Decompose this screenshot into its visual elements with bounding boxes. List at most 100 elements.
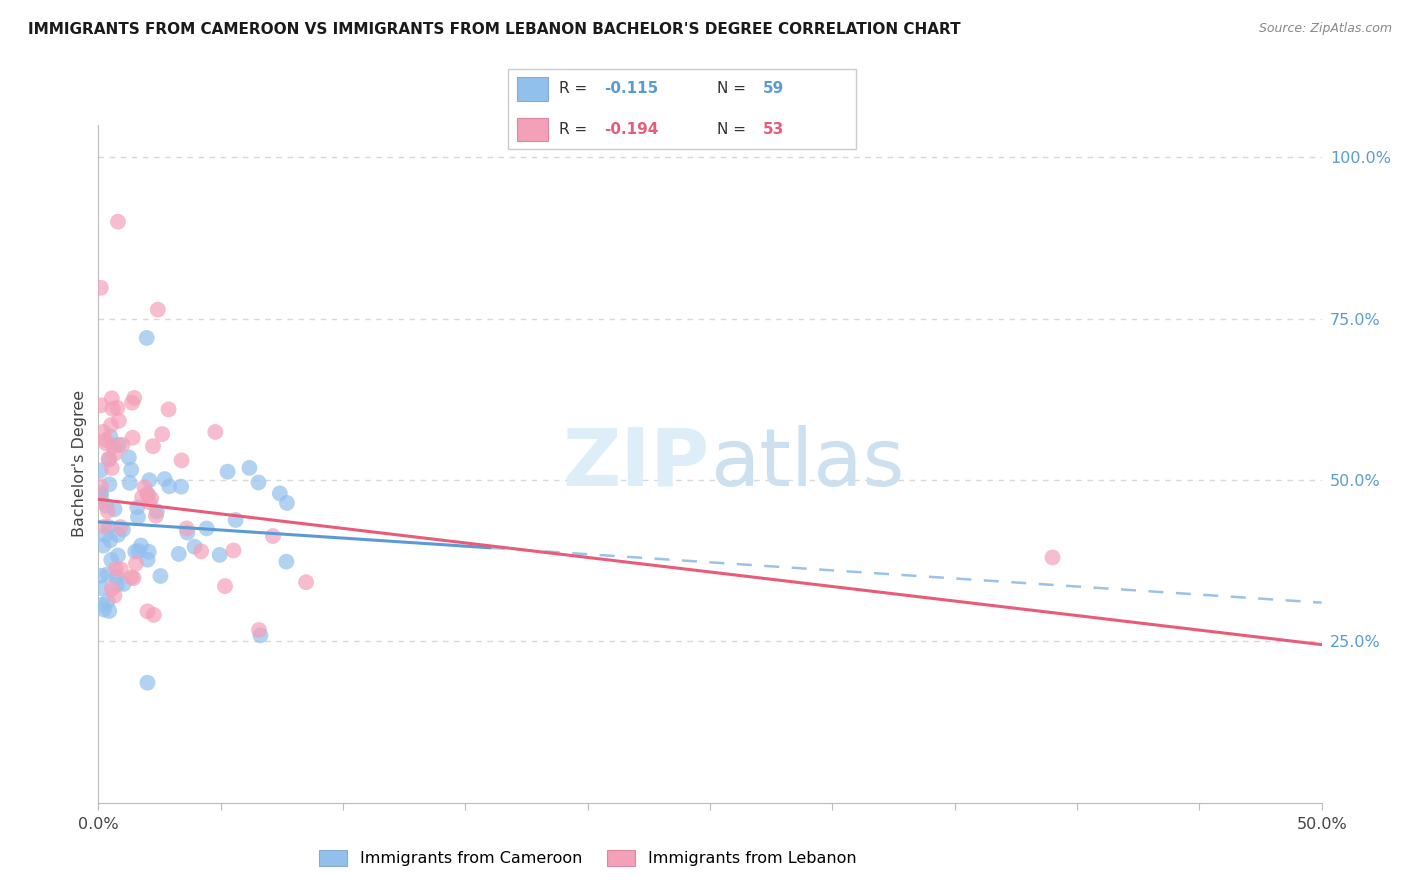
Point bbox=[249, 628, 271, 642]
Point bbox=[100, 429, 122, 443]
Point bbox=[141, 491, 163, 506]
FancyBboxPatch shape bbox=[517, 77, 548, 101]
Point bbox=[104, 446, 127, 460]
Point bbox=[91, 598, 114, 612]
Point bbox=[110, 520, 132, 534]
Point bbox=[136, 488, 159, 502]
Point bbox=[107, 549, 129, 563]
Point bbox=[138, 473, 160, 487]
Point bbox=[100, 418, 122, 433]
Text: 59: 59 bbox=[762, 81, 785, 96]
Point bbox=[138, 545, 160, 559]
Point bbox=[238, 461, 260, 475]
Point bbox=[222, 543, 245, 558]
Point bbox=[247, 475, 270, 490]
Point bbox=[118, 475, 141, 490]
Point bbox=[111, 438, 134, 452]
Point bbox=[204, 425, 226, 439]
Point bbox=[149, 569, 172, 583]
Point bbox=[127, 544, 149, 558]
Point bbox=[100, 553, 122, 567]
Point bbox=[135, 331, 157, 345]
Point bbox=[90, 398, 112, 412]
Point bbox=[96, 594, 118, 608]
Point bbox=[121, 431, 143, 445]
FancyBboxPatch shape bbox=[517, 118, 548, 142]
Point bbox=[157, 479, 180, 493]
Point bbox=[295, 575, 318, 590]
Point bbox=[157, 402, 180, 417]
Point bbox=[120, 570, 142, 584]
Point bbox=[176, 525, 198, 540]
Point bbox=[146, 504, 169, 518]
Point bbox=[136, 604, 159, 618]
Point bbox=[103, 589, 125, 603]
Text: N =: N = bbox=[717, 122, 751, 137]
Point bbox=[122, 571, 145, 585]
Point bbox=[269, 486, 291, 500]
Point bbox=[107, 528, 129, 542]
Point bbox=[120, 463, 142, 477]
Point bbox=[96, 499, 118, 513]
Point bbox=[127, 500, 149, 515]
Point bbox=[101, 391, 124, 405]
Point bbox=[90, 463, 112, 477]
Text: atlas: atlas bbox=[710, 425, 904, 503]
Point bbox=[104, 561, 127, 575]
Point bbox=[190, 544, 212, 558]
Point bbox=[195, 521, 218, 535]
Point bbox=[214, 579, 236, 593]
Point bbox=[107, 438, 129, 452]
Point bbox=[153, 472, 176, 486]
Point bbox=[101, 439, 124, 453]
Point bbox=[170, 453, 193, 467]
Point bbox=[225, 513, 247, 527]
Point bbox=[90, 489, 112, 503]
Point bbox=[183, 540, 205, 554]
Text: IMMIGRANTS FROM CAMEROON VS IMMIGRANTS FROM LEBANON BACHELOR'S DEGREE CORRELATIO: IMMIGRANTS FROM CAMEROON VS IMMIGRANTS F… bbox=[28, 22, 960, 37]
Point bbox=[217, 465, 239, 479]
Text: R =: R = bbox=[560, 122, 592, 137]
Point bbox=[107, 215, 129, 229]
Text: Source: ZipAtlas.com: Source: ZipAtlas.com bbox=[1258, 22, 1392, 36]
Text: R =: R = bbox=[560, 81, 592, 96]
Point bbox=[247, 623, 270, 637]
Point bbox=[108, 414, 131, 428]
Point bbox=[276, 555, 298, 569]
Point bbox=[150, 427, 173, 442]
Point bbox=[94, 436, 117, 450]
Point bbox=[176, 521, 198, 535]
Text: -0.194: -0.194 bbox=[605, 122, 659, 137]
Point bbox=[122, 391, 145, 405]
Point bbox=[121, 395, 143, 409]
Point bbox=[111, 523, 134, 537]
Point bbox=[167, 547, 190, 561]
Point bbox=[90, 568, 112, 582]
Point bbox=[98, 533, 121, 548]
Point bbox=[208, 548, 231, 562]
Point bbox=[96, 567, 118, 582]
Point bbox=[101, 582, 124, 596]
Point bbox=[142, 607, 165, 622]
Point bbox=[90, 581, 112, 595]
Point bbox=[93, 602, 115, 616]
Point bbox=[136, 487, 159, 501]
Point bbox=[118, 450, 141, 465]
Point bbox=[98, 604, 121, 618]
Point bbox=[100, 461, 122, 475]
Point bbox=[90, 486, 112, 500]
Point bbox=[97, 451, 120, 466]
Point bbox=[136, 675, 159, 690]
Point bbox=[105, 401, 128, 415]
Point bbox=[131, 490, 153, 504]
Point bbox=[110, 562, 132, 576]
Point bbox=[103, 502, 125, 516]
Point bbox=[93, 519, 115, 533]
Point bbox=[276, 496, 298, 510]
Point bbox=[124, 544, 146, 558]
Text: ZIP: ZIP bbox=[562, 425, 710, 503]
Point bbox=[94, 528, 117, 542]
Point bbox=[134, 480, 156, 494]
Point bbox=[146, 302, 169, 317]
Point bbox=[90, 495, 112, 509]
